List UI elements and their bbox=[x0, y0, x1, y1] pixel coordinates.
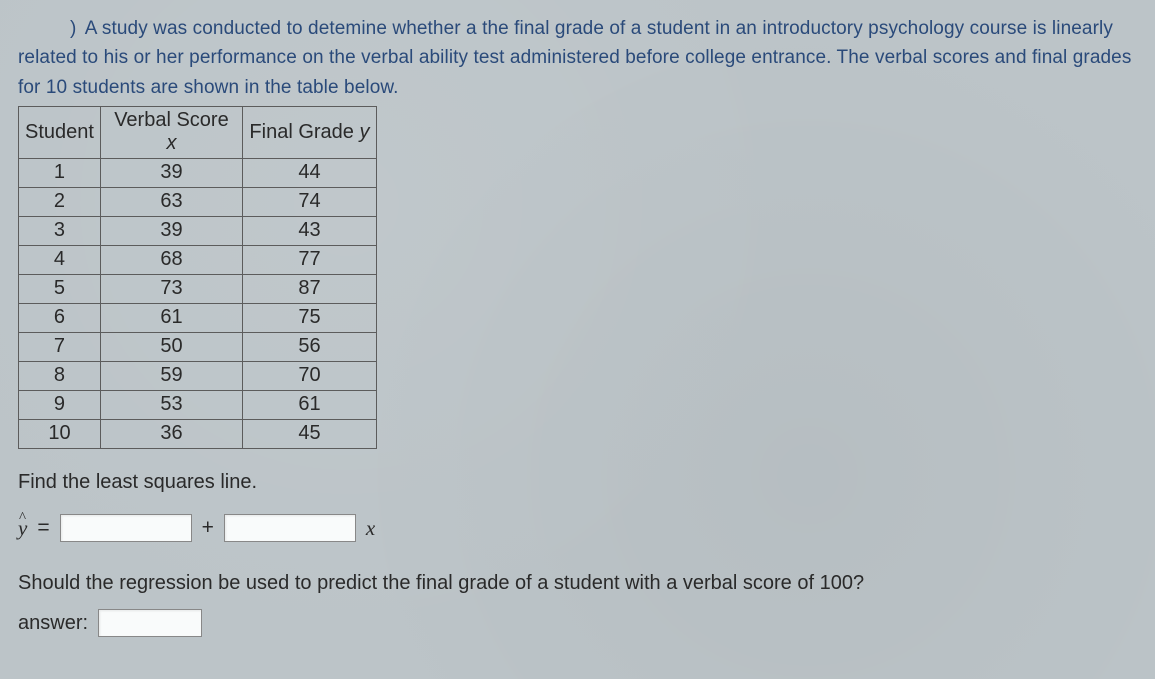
page-content: ) A study was conducted to detemine whet… bbox=[0, 0, 1155, 637]
problem-line-3: for 10 students are shown in the table b… bbox=[18, 77, 399, 98]
answer-label: answer: bbox=[18, 612, 88, 635]
intercept-input[interactable] bbox=[60, 514, 192, 542]
table-row: 10 36 45 bbox=[19, 420, 377, 449]
table-row: 5 73 87 bbox=[19, 275, 377, 304]
cell-student: 4 bbox=[19, 246, 101, 275]
problem-leading-paren: ) bbox=[70, 18, 76, 39]
data-table: Student Verbal Score x Final Grade y 1 3… bbox=[18, 106, 377, 449]
slope-input[interactable] bbox=[224, 514, 356, 542]
col-header-x-prefix: Verbal Score bbox=[114, 109, 229, 131]
cell-x: 61 bbox=[100, 304, 242, 333]
col-header-x-var: x bbox=[166, 132, 176, 154]
cell-x: 68 bbox=[100, 246, 242, 275]
cell-student: 6 bbox=[19, 304, 101, 333]
plus-sign: + bbox=[202, 516, 214, 540]
answer-input[interactable] bbox=[98, 609, 202, 637]
table-body: 1 39 44 2 63 74 3 39 43 4 68 77 5 73 bbox=[19, 159, 377, 449]
problem-line-1: A study was conducted to detemine whethe… bbox=[85, 18, 1113, 39]
cell-student: 5 bbox=[19, 275, 101, 304]
cell-y: 43 bbox=[242, 217, 376, 246]
col-header-verbal-score: Verbal Score x bbox=[100, 107, 242, 159]
cell-y: 45 bbox=[242, 420, 376, 449]
cell-student: 3 bbox=[19, 217, 101, 246]
followup-question: Should the regression be used to predict… bbox=[18, 572, 1137, 595]
yhat-symbol: ^y bbox=[18, 516, 27, 541]
col-header-y-var: y bbox=[359, 121, 369, 143]
cell-y: 56 bbox=[242, 333, 376, 362]
equals-sign: = bbox=[37, 516, 49, 540]
cell-x: 39 bbox=[100, 217, 242, 246]
hat-icon: ^ bbox=[19, 510, 26, 527]
col-header-y-prefix: Final Grade bbox=[249, 121, 359, 143]
table-row: 4 68 77 bbox=[19, 246, 377, 275]
cell-x: 39 bbox=[100, 159, 242, 188]
cell-x: 53 bbox=[100, 391, 242, 420]
cell-y: 70 bbox=[242, 362, 376, 391]
cell-y: 61 bbox=[242, 391, 376, 420]
answer-row: answer: bbox=[18, 609, 1137, 637]
cell-y: 44 bbox=[242, 159, 376, 188]
col-header-student: Student bbox=[19, 107, 101, 159]
cell-y: 75 bbox=[242, 304, 376, 333]
cell-student: 8 bbox=[19, 362, 101, 391]
cell-student: 10 bbox=[19, 420, 101, 449]
cell-y: 74 bbox=[242, 188, 376, 217]
col-header-final-grade: Final Grade y bbox=[242, 107, 376, 159]
cell-student: 7 bbox=[19, 333, 101, 362]
table-row: 1 39 44 bbox=[19, 159, 377, 188]
table-row: 7 50 56 bbox=[19, 333, 377, 362]
cell-y: 77 bbox=[242, 246, 376, 275]
table-row: 2 63 74 bbox=[19, 188, 377, 217]
table-header-row: Student Verbal Score x Final Grade y bbox=[19, 107, 377, 159]
cell-x: 63 bbox=[100, 188, 242, 217]
table-row: 6 61 75 bbox=[19, 304, 377, 333]
cell-x: 59 bbox=[100, 362, 242, 391]
equation-row: ^y = + x bbox=[18, 514, 1137, 542]
table-row: 3 39 43 bbox=[19, 217, 377, 246]
cell-student: 1 bbox=[19, 159, 101, 188]
cell-student: 9 bbox=[19, 391, 101, 420]
problem-line-2: related to his or her performance on the… bbox=[18, 47, 1131, 68]
cell-student: 2 bbox=[19, 188, 101, 217]
cell-x: 73 bbox=[100, 275, 242, 304]
find-line-prompt: Find the least squares line. bbox=[18, 471, 1137, 494]
cell-x: 36 bbox=[100, 420, 242, 449]
problem-statement: ) A study was conducted to detemine whet… bbox=[18, 14, 1137, 102]
x-variable: x bbox=[366, 516, 375, 541]
cell-y: 87 bbox=[242, 275, 376, 304]
table-row: 9 53 61 bbox=[19, 391, 377, 420]
table-row: 8 59 70 bbox=[19, 362, 377, 391]
cell-x: 50 bbox=[100, 333, 242, 362]
